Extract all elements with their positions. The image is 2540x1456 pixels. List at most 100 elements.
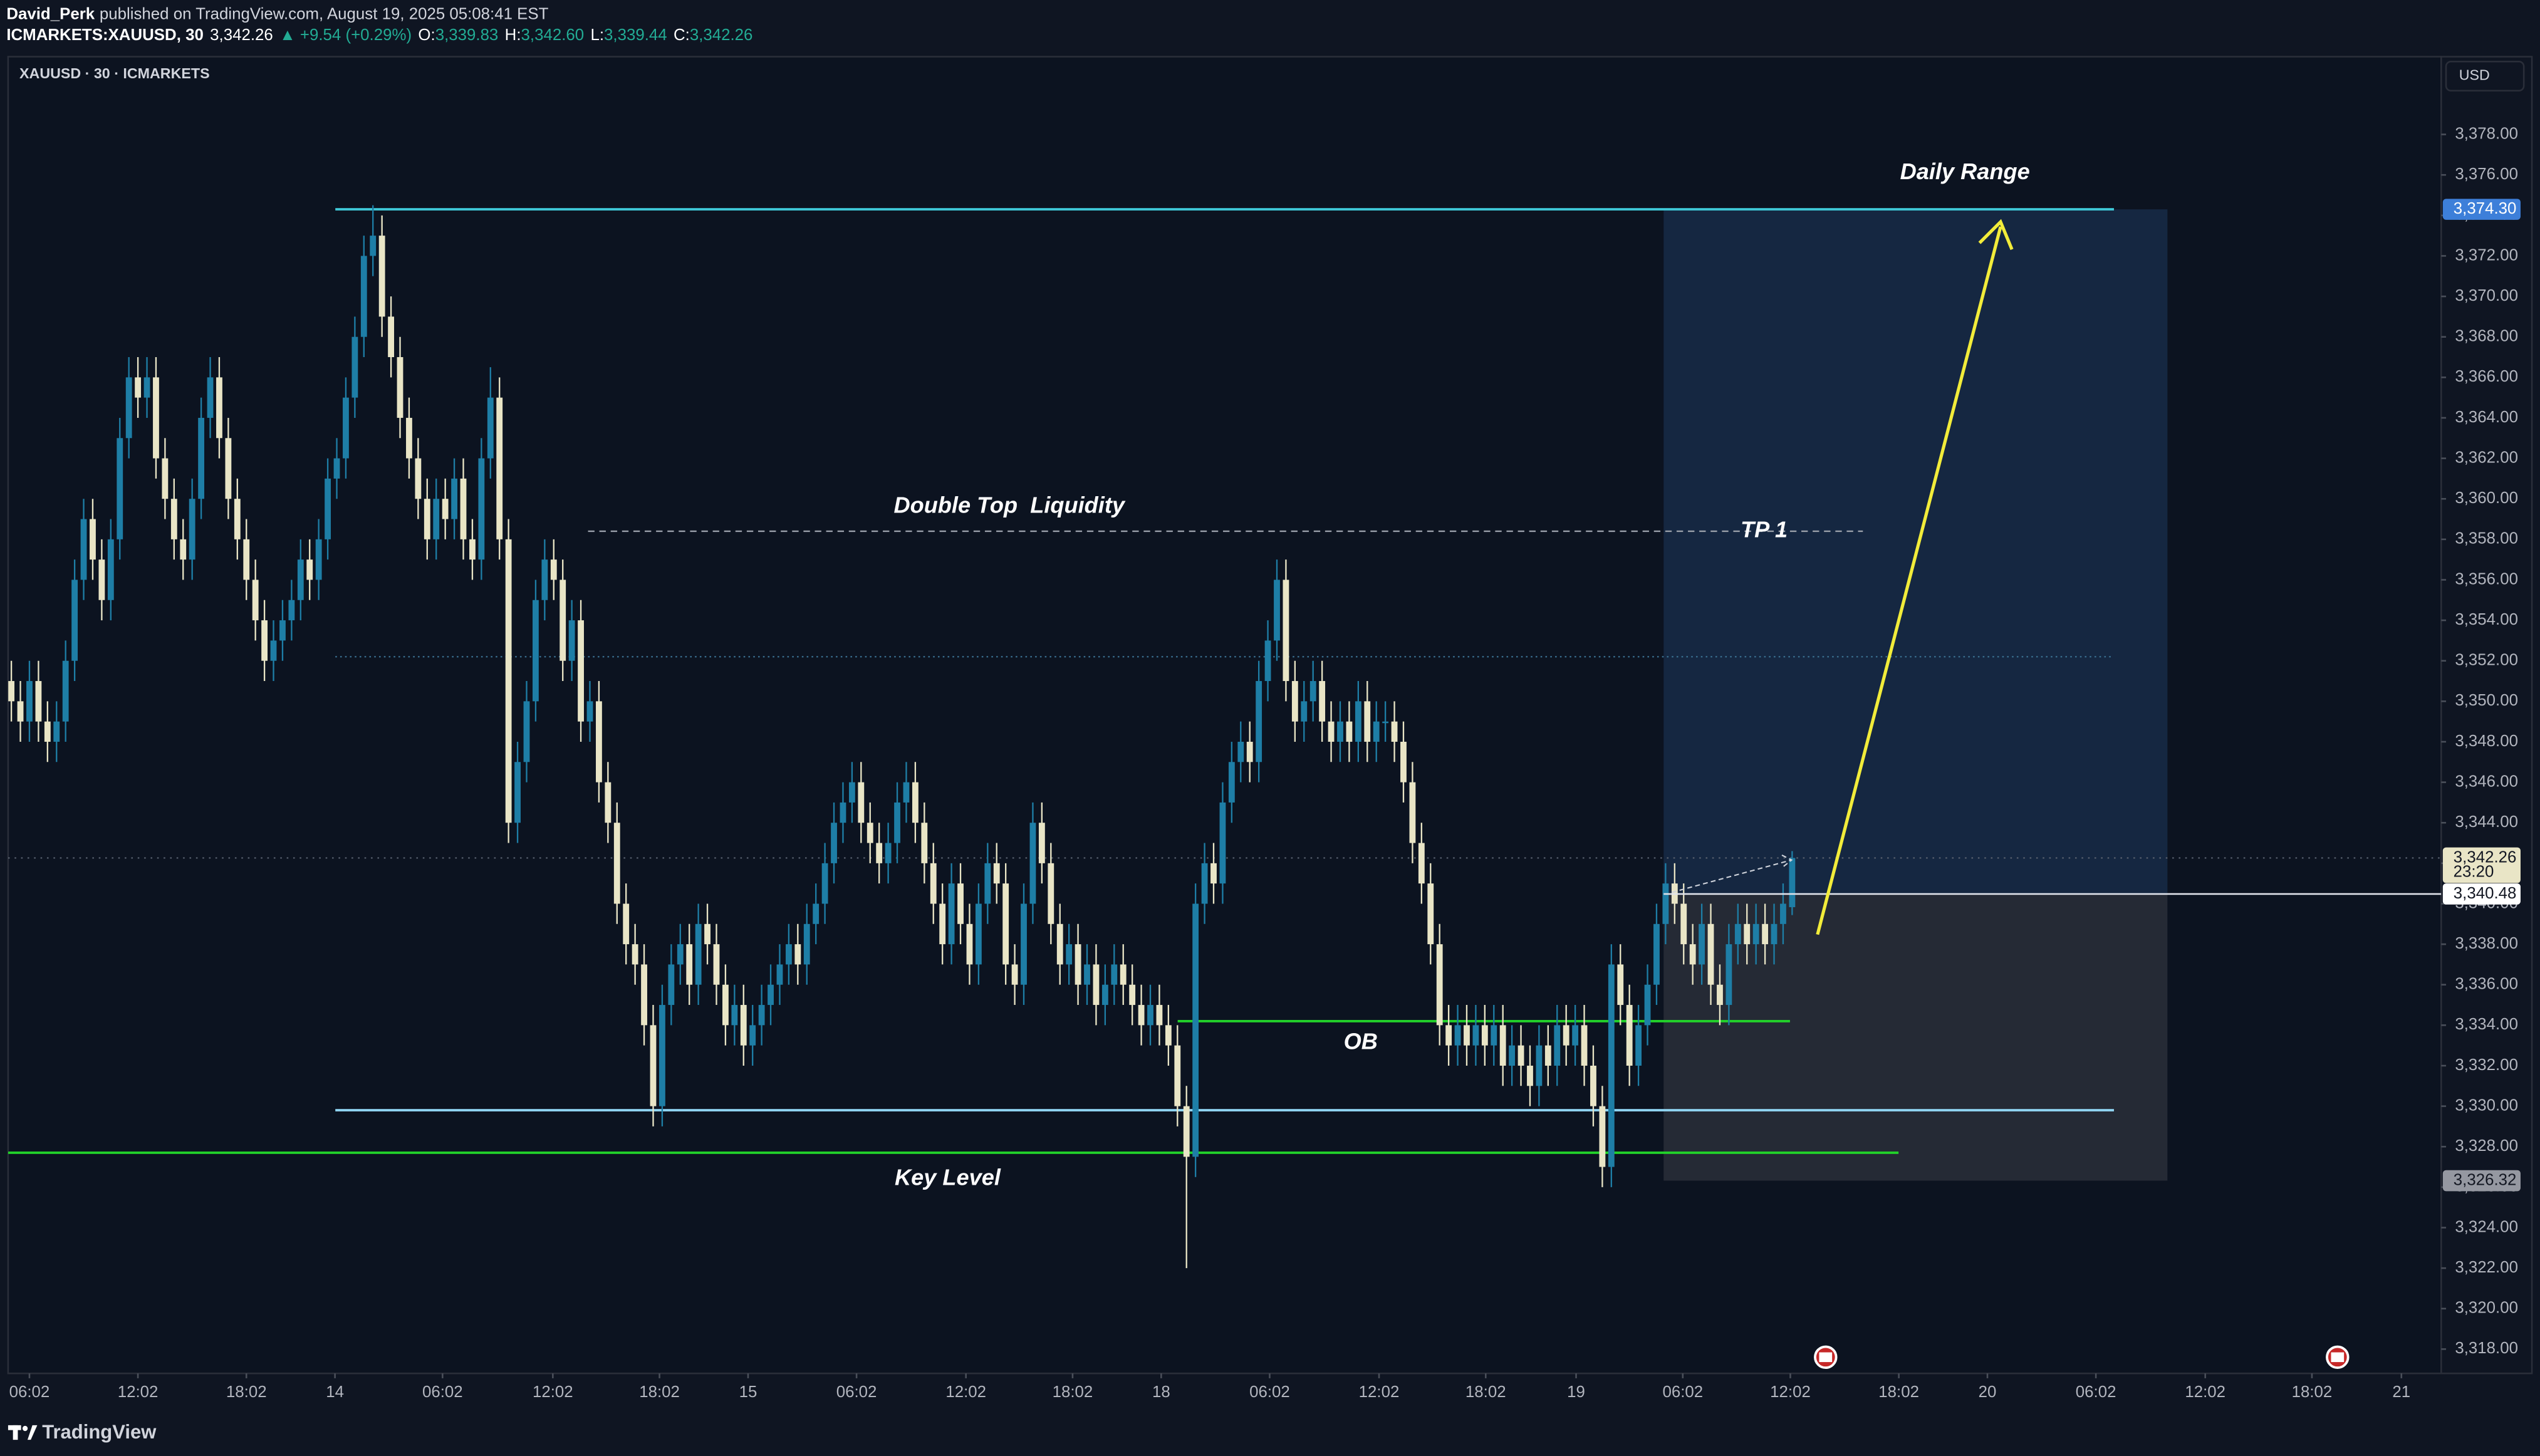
candle-body bbox=[1409, 782, 1416, 843]
candle-body bbox=[378, 236, 385, 317]
candle-body bbox=[1734, 923, 1741, 945]
candle-body bbox=[1301, 701, 1308, 722]
candle-body bbox=[1391, 721, 1398, 742]
candle-body bbox=[912, 782, 919, 823]
candle-body bbox=[370, 236, 377, 256]
candle-body bbox=[1246, 741, 1253, 762]
currency[interactable]: USD bbox=[2459, 67, 2490, 83]
candle-body bbox=[1445, 1025, 1452, 1046]
candle-body bbox=[1780, 903, 1786, 924]
candle-body bbox=[351, 336, 358, 398]
candle-body bbox=[1707, 923, 1714, 985]
candle-body bbox=[1111, 964, 1118, 985]
candle-body bbox=[198, 417, 205, 499]
candle-body bbox=[288, 600, 295, 621]
y-tick-label: 3,350.00 bbox=[2455, 692, 2518, 709]
target-label-box bbox=[2442, 199, 2521, 220]
candle-body bbox=[623, 903, 630, 945]
candle-body bbox=[44, 721, 51, 742]
x-tick-label: 21 bbox=[2392, 1383, 2410, 1401]
candle-body bbox=[1147, 1005, 1153, 1026]
candle-body bbox=[1174, 1045, 1181, 1106]
candle-body bbox=[1554, 1025, 1561, 1066]
candle-body bbox=[758, 1005, 765, 1026]
candle-body bbox=[460, 478, 467, 539]
candle-body bbox=[1762, 923, 1769, 945]
last-price: 3,342.26 bbox=[210, 26, 273, 44]
currency-box[interactable] bbox=[2445, 60, 2525, 92]
candle-body bbox=[1662, 883, 1669, 924]
candle-body bbox=[596, 701, 602, 783]
annotation: TP 1 bbox=[1741, 516, 1788, 542]
candle-body bbox=[1346, 721, 1353, 742]
target-label: 3,374.30 bbox=[2454, 200, 2517, 217]
candle-body bbox=[125, 377, 132, 439]
ohlc-label: C: bbox=[674, 26, 690, 44]
y-tick-label: 3,356.00 bbox=[2455, 570, 2518, 588]
candle-body bbox=[1744, 923, 1751, 945]
y-tick-label: 3,378.00 bbox=[2455, 125, 2518, 142]
candle-body bbox=[1680, 903, 1687, 945]
candle-body bbox=[1699, 923, 1705, 965]
candle-body bbox=[632, 944, 638, 965]
ohlc-value: 3,339.44 bbox=[604, 26, 667, 44]
candle-body bbox=[785, 944, 792, 965]
candle-body bbox=[252, 580, 259, 621]
candle-body bbox=[243, 539, 250, 580]
candle-body bbox=[1138, 1005, 1145, 1026]
candle-body bbox=[641, 964, 647, 1026]
candle-body bbox=[1544, 1045, 1551, 1066]
brand: TradingView bbox=[42, 1421, 157, 1443]
candle-body bbox=[1319, 681, 1326, 722]
candle-body bbox=[1165, 1025, 1172, 1046]
y-tick-label: 3,364.00 bbox=[2455, 408, 2518, 426]
candle-body bbox=[1048, 863, 1054, 924]
y-tick-label: 3,352.00 bbox=[2455, 652, 2518, 669]
candle-body bbox=[704, 923, 710, 945]
candle-body bbox=[1572, 1025, 1579, 1046]
stop-label: 3,326.32 bbox=[2454, 1171, 2517, 1188]
entry-label: 3,340.48 bbox=[2454, 885, 2517, 902]
ohlc-value: 3,342.60 bbox=[521, 26, 585, 44]
candle-body bbox=[1066, 944, 1073, 965]
candle-body bbox=[1436, 944, 1443, 1026]
candle-body bbox=[433, 499, 440, 539]
candle-body bbox=[306, 559, 313, 580]
candle-body bbox=[975, 903, 982, 965]
x-tick-label: 06:02 bbox=[1249, 1383, 1290, 1401]
candle-body bbox=[496, 397, 503, 539]
candle-body bbox=[1499, 1025, 1506, 1066]
y-tick-label: 3,320.00 bbox=[2455, 1299, 2518, 1317]
candle-body bbox=[568, 620, 575, 661]
candle-body bbox=[749, 1025, 756, 1046]
candle-body bbox=[659, 1005, 665, 1106]
candle-body bbox=[26, 681, 33, 722]
candle-body bbox=[1129, 984, 1136, 1006]
candle-body bbox=[1517, 1045, 1524, 1066]
y-tick-label: 3,366.00 bbox=[2455, 368, 2518, 385]
candle-body bbox=[541, 559, 548, 600]
candle-body bbox=[442, 499, 449, 519]
x-tick-label: 12:02 bbox=[1770, 1383, 1811, 1401]
candle-body bbox=[867, 823, 873, 843]
event-icon[interactable] bbox=[2326, 1345, 2350, 1370]
candle-body bbox=[325, 478, 331, 539]
candle-body bbox=[397, 357, 403, 418]
candle-body bbox=[1752, 923, 1759, 945]
candle-body bbox=[1038, 823, 1045, 863]
candle-body bbox=[1644, 984, 1651, 1026]
chart-legend[interactable]: XAUUSD · 30 · ICMARKETS bbox=[19, 65, 210, 81]
candle-body bbox=[1635, 1025, 1642, 1066]
candle-body bbox=[1472, 1025, 1479, 1046]
candle-body bbox=[984, 863, 991, 904]
candle-body bbox=[216, 377, 222, 439]
change: ▲ +9.54 (+0.29%) bbox=[279, 26, 412, 44]
candle-body bbox=[1599, 1106, 1606, 1167]
event-icon[interactable] bbox=[1814, 1345, 1838, 1370]
candle-body bbox=[903, 782, 910, 803]
candle-body bbox=[143, 377, 150, 398]
current-label-box bbox=[2442, 847, 2521, 883]
candle-body bbox=[1021, 903, 1027, 985]
